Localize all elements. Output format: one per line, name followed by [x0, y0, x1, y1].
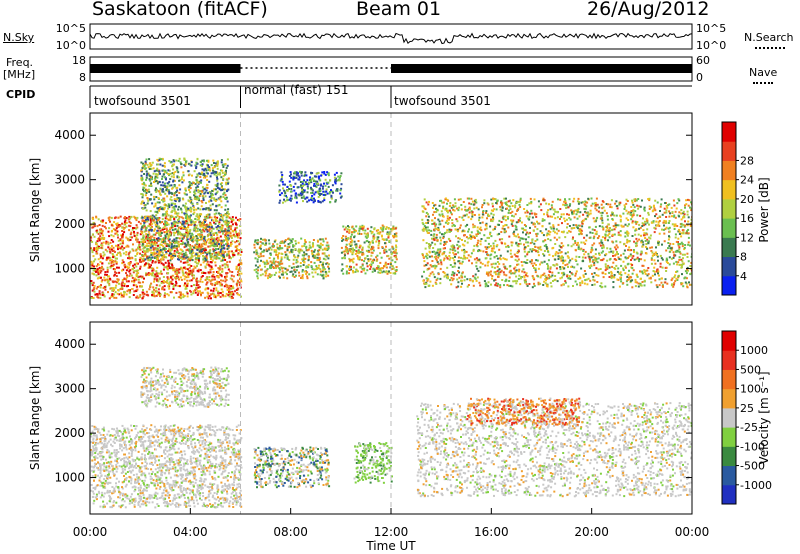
velocity-colorbar-tick-1: 500: [740, 363, 761, 376]
velocity-colorbar-swatch-2: [722, 446, 736, 467]
xtick-0: 00:00: [73, 525, 108, 539]
velocity-ytick-2: 3000: [54, 382, 85, 396]
velocity-feature-3: [353, 442, 393, 484]
velocity-ytick-3: 4000: [54, 337, 85, 351]
velocity-colorbar-swatch-1: [722, 465, 736, 486]
velocity-colorbar-swatch-8: [722, 331, 736, 351]
power-colorbar-tick-0: 4: [740, 270, 747, 283]
velocity-feature-4: [416, 402, 692, 498]
power-feature-3: [253, 237, 331, 280]
nsearch-label: N.Search: [744, 31, 794, 44]
frequency-panel: 18 8 60 0: [72, 54, 710, 84]
power-colorbar-swatch-1: [722, 256, 736, 277]
noise-panel: 10^5 10^0 10^5 10^0: [56, 22, 726, 52]
power-panel-frame: [89, 112, 693, 306]
xtick-4: 16:00: [474, 525, 509, 539]
velocity-colorbar-swatch-6: [722, 369, 736, 390]
velocity-colorbar-swatch-0: [722, 484, 736, 505]
velocity-colorbar-swatch-4: [722, 407, 736, 428]
power-colorbar-swatch-0: [722, 275, 736, 296]
power-colorbar-swatch-3: [722, 218, 736, 238]
velocity-feature-2: [253, 446, 331, 489]
velocity-colorbar-tick-4: -25: [740, 421, 758, 434]
power-colorbar-tick-6: 28: [740, 154, 754, 167]
freq-segment-2: [391, 64, 692, 73]
power-ylabel: Slant Range [km]: [28, 158, 42, 262]
power-feature-4: [340, 224, 398, 275]
velocity-colorbar-tick-7: -1000: [740, 479, 772, 492]
power-colorbar-label: Power [dB]: [757, 177, 771, 242]
power-ytick-1: 2000: [54, 217, 85, 231]
power-ytick-0: 1000: [54, 262, 85, 276]
noise-left-tick-1: 10^0: [56, 39, 86, 52]
power-ytick-2: 3000: [54, 173, 85, 187]
power-panel: 1000 2000 3000 4000 Slant Range [km] 4 8 12 16…: [28, 112, 771, 306]
noise-right-tick-1: 10^0: [696, 39, 726, 52]
power-colorbar-swatch-4: [722, 198, 736, 219]
velocity-colorbar-swatch-3: [722, 427, 736, 447]
nsky-label: N.Sky: [3, 31, 35, 44]
velocity-colorbar-tick-0: 1000: [740, 344, 768, 357]
nave-label: Nave: [749, 66, 778, 79]
power-feature-1: [140, 157, 230, 262]
power-colorbar-swatch-6: [722, 160, 736, 181]
nave-legend-line: [753, 82, 773, 84]
power-colorbar-tick-2: 12: [740, 231, 754, 244]
cpid-label: CPID: [6, 88, 36, 101]
freq-label-1: Freq.: [6, 56, 34, 69]
power-colorbar-tick-5: 24: [740, 174, 754, 187]
power-colorbar-swatch-2: [722, 237, 736, 258]
freq-label-2: [MHz]: [3, 68, 36, 81]
freq-right-tick-0: 60: [696, 54, 710, 67]
xtick-6: 00:00: [675, 525, 710, 539]
freq-left-tick-1: 8: [79, 71, 86, 84]
station-title: Saskatoon (fitACF): [92, 0, 268, 20]
power-colorbar-tick-3: 16: [740, 212, 754, 225]
nsearch-legend-line: [755, 47, 785, 49]
power-colorbar-tick-1: 8: [740, 251, 747, 264]
xtick-5: 20:00: [574, 525, 609, 539]
velocity-feature-5: [466, 397, 581, 427]
cpid-segment-3: twofsound 3501: [394, 94, 491, 108]
power-colorbar-swatch-5: [722, 179, 736, 200]
power-ytick-3: 4000: [54, 128, 85, 142]
noise-left-tick-0: 10^5: [56, 22, 86, 35]
xtick-2: 08:00: [273, 525, 308, 539]
velocity-feature-1: [140, 366, 230, 409]
beam-label: Beam 01: [356, 0, 442, 20]
noise-panel-frame: [89, 23, 693, 50]
velocity-ytick-1: 2000: [54, 426, 85, 440]
power-feature-2: [278, 170, 343, 204]
date-label: 26/Aug/2012: [587, 0, 710, 20]
velocity-colorbar-tick-6: -500: [740, 460, 765, 473]
velocity-xlabel: Time UT: [365, 539, 416, 553]
velocity-colorbar-swatch-5: [722, 388, 736, 409]
velocity-ylabel: Slant Range [km]: [28, 366, 42, 470]
velocity-colorbar-swatch-7: [722, 350, 736, 370]
noise-right-tick-0: 10^5: [696, 22, 726, 35]
velocity-panel: 1000 2000 3000 4000 Slant Range [km] 00:00 0…: [28, 321, 772, 553]
xtick-3: 12:00: [374, 525, 409, 539]
xtick-1: 04:00: [173, 525, 208, 539]
freq-right-tick-1: 0: [696, 71, 703, 84]
velocity-colorbar-tick-5: -100: [740, 440, 765, 453]
noise-trace: [89, 32, 693, 45]
velocity-colorbar-label: Velocity [m s⁻¹]: [757, 371, 771, 464]
power-colorbar-swatch-8: [722, 122, 736, 142]
power-colorbar-swatch-7: [722, 141, 736, 161]
velocity-colorbar-tick-2: 100: [740, 383, 761, 396]
velocity-colorbar-tick-3: 25: [740, 402, 754, 415]
freq-segment-0: [90, 64, 241, 73]
cpid-panel: [89, 85, 692, 108]
power-feature-5: [421, 197, 692, 289]
velocity-ytick-0: 1000: [54, 471, 85, 485]
freq-left-tick-0: 18: [72, 54, 86, 67]
cpid-segment-1: twofsound 3501: [94, 94, 191, 108]
power-colorbar-tick-4: 20: [740, 193, 754, 206]
